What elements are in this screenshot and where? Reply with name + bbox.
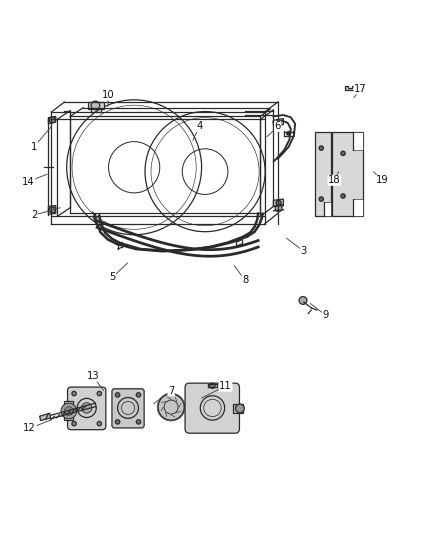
Circle shape — [319, 197, 323, 201]
Circle shape — [286, 131, 291, 135]
Circle shape — [97, 391, 102, 396]
Text: 13: 13 — [86, 371, 99, 381]
Circle shape — [116, 393, 120, 397]
Text: 14: 14 — [22, 176, 35, 187]
Polygon shape — [64, 401, 73, 420]
Circle shape — [136, 393, 141, 397]
Text: 3: 3 — [301, 246, 307, 256]
Text: 2: 2 — [31, 210, 37, 220]
Circle shape — [81, 403, 92, 413]
Polygon shape — [273, 199, 283, 206]
Circle shape — [49, 117, 55, 123]
Circle shape — [91, 101, 100, 110]
Circle shape — [61, 403, 77, 419]
Circle shape — [236, 404, 244, 413]
Text: 17: 17 — [354, 84, 367, 94]
Circle shape — [158, 394, 184, 420]
Circle shape — [72, 422, 76, 426]
Circle shape — [341, 194, 345, 198]
Polygon shape — [332, 133, 364, 216]
Polygon shape — [353, 199, 364, 216]
FancyBboxPatch shape — [67, 387, 106, 430]
Polygon shape — [353, 133, 364, 150]
Text: 12: 12 — [23, 423, 36, 433]
Circle shape — [210, 383, 215, 389]
Text: 9: 9 — [322, 310, 329, 320]
Polygon shape — [40, 413, 50, 421]
Polygon shape — [48, 206, 56, 214]
Circle shape — [97, 422, 102, 426]
Circle shape — [72, 391, 76, 396]
Circle shape — [341, 151, 345, 156]
Circle shape — [49, 207, 55, 213]
Text: 1: 1 — [31, 142, 37, 152]
Text: 5: 5 — [109, 272, 116, 282]
Circle shape — [116, 419, 120, 424]
Circle shape — [276, 200, 281, 206]
Text: 7: 7 — [168, 385, 174, 395]
FancyBboxPatch shape — [185, 383, 240, 433]
Text: 6: 6 — [275, 122, 281, 131]
Circle shape — [64, 407, 73, 415]
Polygon shape — [315, 133, 331, 216]
Polygon shape — [345, 86, 355, 90]
Text: 11: 11 — [219, 381, 232, 391]
Polygon shape — [273, 118, 283, 126]
Circle shape — [276, 120, 281, 125]
Circle shape — [319, 146, 323, 150]
Text: 19: 19 — [376, 175, 389, 185]
Circle shape — [136, 419, 141, 424]
Polygon shape — [88, 102, 104, 109]
Polygon shape — [324, 202, 331, 216]
Text: 4: 4 — [196, 122, 202, 131]
Polygon shape — [48, 116, 56, 124]
Circle shape — [275, 205, 282, 212]
Text: 8: 8 — [242, 276, 248, 286]
FancyBboxPatch shape — [112, 389, 144, 428]
Text: 18: 18 — [328, 175, 341, 185]
Text: 10: 10 — [102, 90, 114, 100]
Polygon shape — [233, 403, 243, 413]
Circle shape — [299, 296, 307, 304]
